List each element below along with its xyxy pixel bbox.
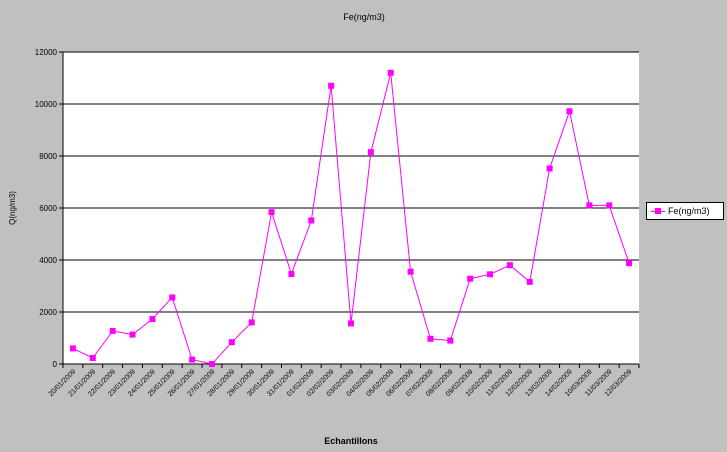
data-point <box>586 202 593 209</box>
data-point <box>467 275 474 282</box>
y-tick-label: 8000 <box>39 152 57 161</box>
x-axis-ticks: 20/01/200921/01/200922/01/200923/01/2009… <box>48 364 640 398</box>
legend: Fe(ng/m3) <box>646 202 724 220</box>
series-group <box>69 69 633 367</box>
data-point <box>228 339 235 346</box>
data-point <box>109 327 116 334</box>
data-point <box>169 294 176 301</box>
y-axis-label: Q(ng/m3) <box>8 191 17 225</box>
data-point <box>546 165 553 172</box>
data-point <box>308 217 315 224</box>
data-point <box>367 149 374 156</box>
data-point <box>89 355 96 362</box>
y-tick-label: 10000 <box>35 100 58 109</box>
y-axis-ticks: 0 2000 4000 6000 8000 10000 12000 <box>35 48 63 369</box>
data-point <box>447 337 454 344</box>
data-point <box>69 345 76 352</box>
chart-title: Fe(ng/m3) <box>343 12 385 22</box>
data-point <box>506 262 513 269</box>
data-point <box>248 319 255 326</box>
data-point <box>149 316 156 323</box>
data-point <box>129 331 136 338</box>
data-point <box>566 108 573 115</box>
data-point <box>268 209 275 216</box>
y-tick-label: 12000 <box>35 48 58 57</box>
legend-label: Fe(ng/m3) <box>668 206 710 216</box>
y-tick-label: 4000 <box>39 256 57 265</box>
data-point <box>328 82 335 89</box>
data-point <box>427 335 434 342</box>
data-point <box>487 271 494 278</box>
legend-marker <box>655 208 661 214</box>
y-tick-label: 2000 <box>39 308 57 317</box>
data-point <box>526 278 533 285</box>
data-point <box>626 260 633 267</box>
data-point <box>606 202 613 209</box>
y-tick-label: 6000 <box>39 204 57 213</box>
data-point <box>189 356 196 363</box>
data-point <box>288 271 295 278</box>
data-point <box>348 320 354 327</box>
data-point <box>407 268 414 275</box>
x-axis-label: Echantillons <box>324 436 378 446</box>
data-point <box>387 69 394 76</box>
y-tick-label: 0 <box>53 360 58 369</box>
data-point <box>208 361 215 367</box>
